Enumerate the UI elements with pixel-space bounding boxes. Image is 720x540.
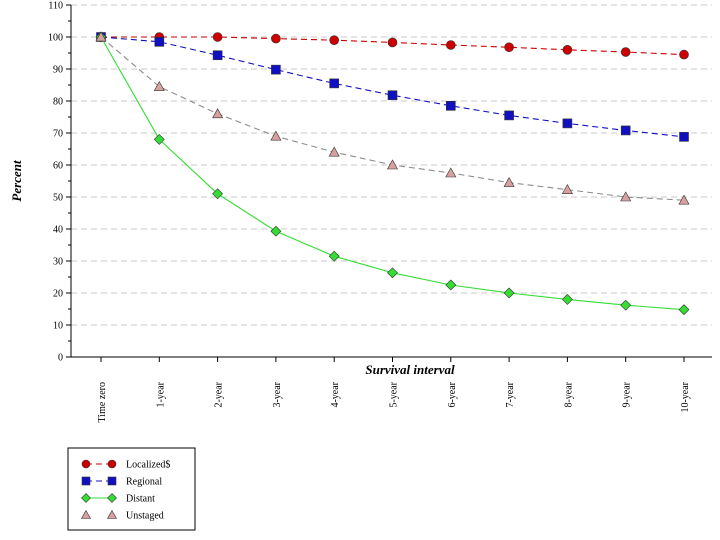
legend-marker [81,493,91,503]
x-tick-label: 7-year [505,381,516,407]
data-point-regional [271,64,281,75]
legend-item-localized: Localized$ [81,459,170,471]
data-point-unstaged [328,146,340,157]
legend-label: Unstaged [126,511,164,522]
series-unstaged [95,31,690,205]
x-tick-label: 2-year [214,381,225,407]
data-point-regional [387,90,398,101]
data-point-distant [153,133,165,145]
data-point-localized [387,37,398,48]
data-point-localized [329,35,340,46]
y-ticks: 0 10 20 30 40 50 60 70 80 90 100 110 [48,1,71,364]
legend-marker [81,476,91,486]
series-line-unstaged [100,36,685,201]
y-tick-label: 20 [53,289,63,300]
legend: Localized$ Regional Distant Unstaged [67,447,196,531]
data-point-unstaged [386,159,399,170]
data-point-regional [445,101,456,111]
legend-marker [107,493,117,503]
data-point-unstaged [212,108,224,119]
grid-lines [71,4,712,326]
legend-item-unstaged: Unstaged [80,509,164,522]
legend-label: Distant [126,494,155,505]
data-point-distant [561,293,573,305]
series-localized [96,32,689,60]
legend-label: Regional [126,477,162,488]
data-point-distant [387,267,398,279]
series-distant [95,31,690,316]
series-regional [96,32,689,142]
data-point-unstaged [445,167,457,178]
data-point-regional [154,36,165,47]
data-point-localized [620,47,631,57]
data-point-localized [271,33,281,44]
data-point-unstaged [561,184,573,194]
data-point-localized [445,40,456,50]
data-point-distant [620,299,632,311]
y-tick-label: 40 [53,225,63,236]
legend-label: Localized$ [126,460,170,471]
x-tick-label: 5-year [389,381,400,407]
y-tick-label: 0 [58,353,63,364]
data-point-localized [212,32,223,42]
y-tick-label: 110 [48,1,63,12]
y-tick-label: 30 [53,257,63,268]
x-tick-label: 10-year [680,381,691,412]
y-tick-label: 50 [53,193,63,204]
data-point-distant [212,188,224,200]
y-tick-label: 80 [53,97,63,108]
data-point-regional [562,118,573,129]
y-axis-title: Percent [9,160,24,202]
data-point-unstaged [620,191,632,202]
x-tick-label: 8-year [563,381,574,407]
x-tick-label: 9-year [622,381,633,407]
data-point-unstaged [270,130,282,141]
data-point-distant [678,304,690,316]
y-tick-label: 100 [48,33,63,44]
legend-marker [106,509,118,519]
y-tick-label: 10 [53,321,63,332]
legend-item-regional: Regional [81,476,162,488]
data-point-localized [562,44,573,55]
y-tick-label: 60 [53,161,63,172]
data-point-localized [504,42,514,53]
series-line-regional [100,36,685,138]
y-tick-label: 70 [53,129,63,140]
data-point-distant [445,279,457,291]
legend-marker [107,476,117,486]
x-tick-label: Time zero [97,382,108,422]
data-point-localized [679,49,689,60]
data-point-regional [620,125,631,136]
data-point-regional [504,110,514,121]
x-tick-label: 4-year [330,381,341,407]
x-tick-label: 1-year [155,381,166,407]
legend-marker [107,459,117,469]
data-point-distant [328,250,340,262]
data-point-distant [503,287,515,299]
x-axis-title: Survival interval [365,362,455,377]
data-point-regional [329,78,340,89]
legend-marker [81,459,91,469]
data-point-unstaged [95,31,107,42]
data-point-unstaged [503,176,515,187]
data-point-unstaged [153,80,165,91]
x-ticks: Time zero 1-year 2-year 3-year 4-year 5-year 6… [97,357,691,422]
series [95,31,690,316]
x-tick-label: 6-year [447,381,458,407]
y-tick-label: 90 [53,65,63,76]
data-point-regional [212,50,223,61]
x-tick-label: 3-year [272,381,283,407]
legend-item-distant: Distant [81,493,155,505]
legend-marker [80,509,92,519]
data-point-distant [270,225,282,237]
data-point-regional [679,132,689,142]
data-point-unstaged [678,194,690,205]
